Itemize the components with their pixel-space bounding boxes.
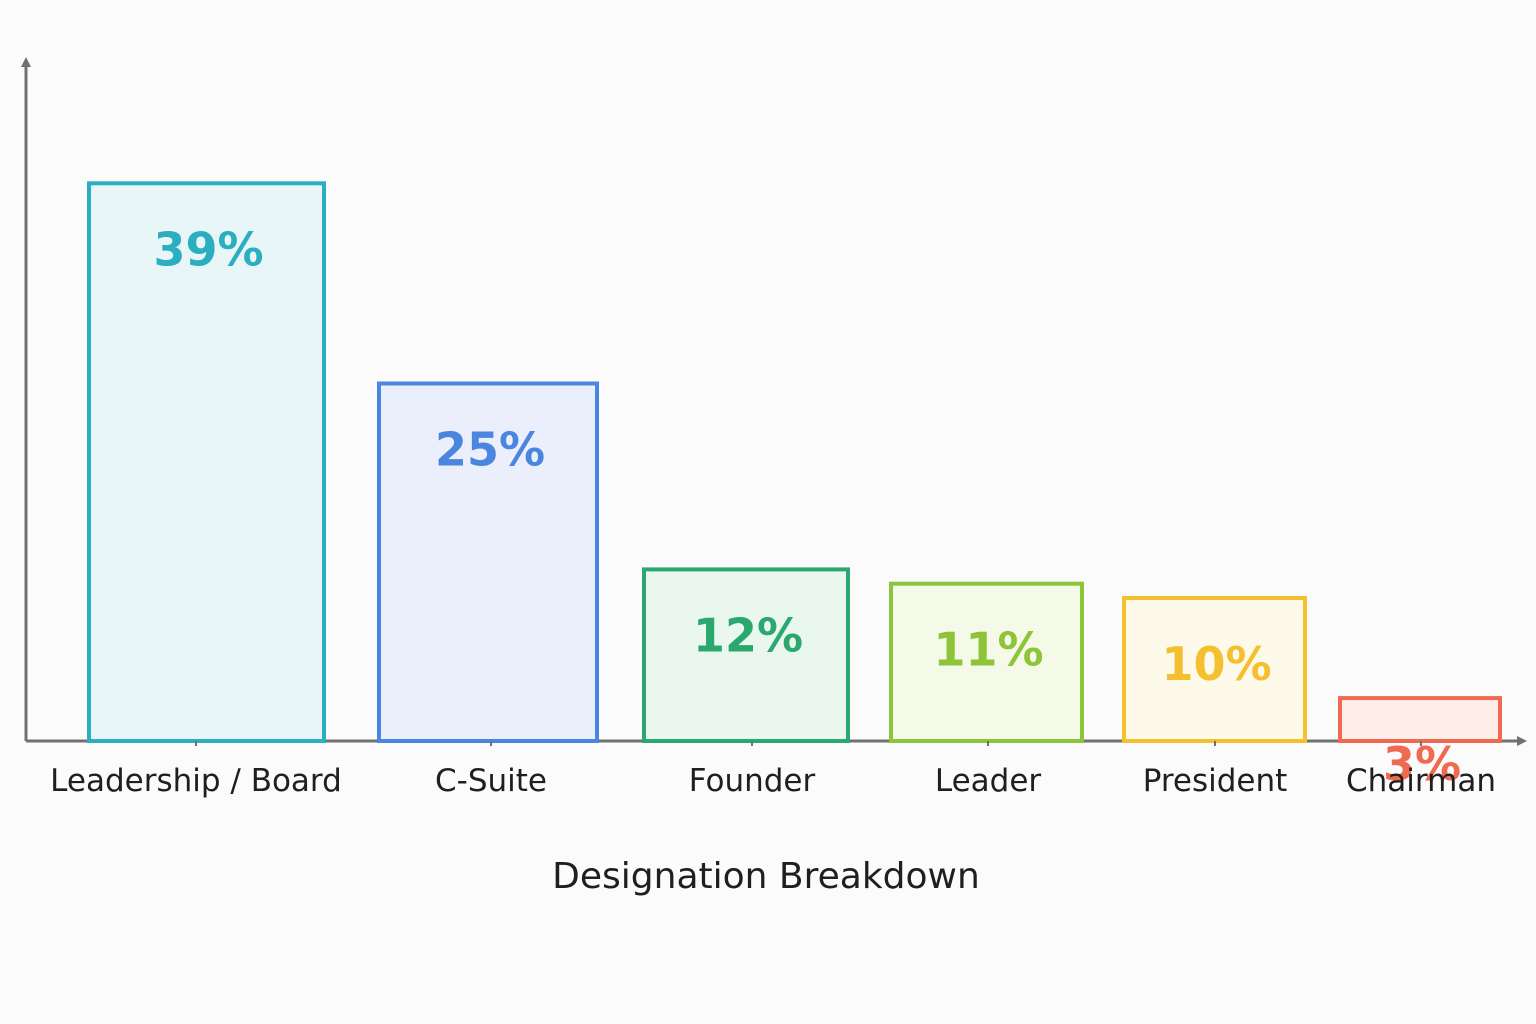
category-label-3: Leader <box>935 763 1042 799</box>
value-label-4: 10% <box>1161 637 1271 691</box>
value-label-5: 3% <box>1383 737 1461 791</box>
value-label-2: 12% <box>693 608 803 662</box>
category-label-0: Leadership / Board <box>50 763 342 799</box>
bar-0 <box>87 181 326 744</box>
x-axis-title: Designation Breakdown <box>552 856 980 897</box>
value-labels: 39% 25% 12% 11% 10% 3% <box>153 222 1461 791</box>
bars <box>87 181 1502 744</box>
category-label-5: Chairman <box>1346 763 1496 799</box>
bar-2 <box>642 567 850 744</box>
category-labels: Leadership / Board C-Suite Founder Leader Pr… <box>50 763 1496 799</box>
bar-3 <box>889 581 1084 744</box>
category-label-4: President <box>1143 763 1288 799</box>
value-label-1: 25% <box>435 423 545 477</box>
category-label-2: Founder <box>689 763 816 799</box>
category-label-1: C-Suite <box>435 763 547 799</box>
value-label-3: 11% <box>933 623 1043 677</box>
value-label-0: 39% <box>153 222 263 276</box>
bar-5 <box>1338 696 1502 743</box>
x-ticks <box>195 741 1422 746</box>
bar-1 <box>377 381 599 743</box>
bar-4 <box>1122 596 1307 743</box>
